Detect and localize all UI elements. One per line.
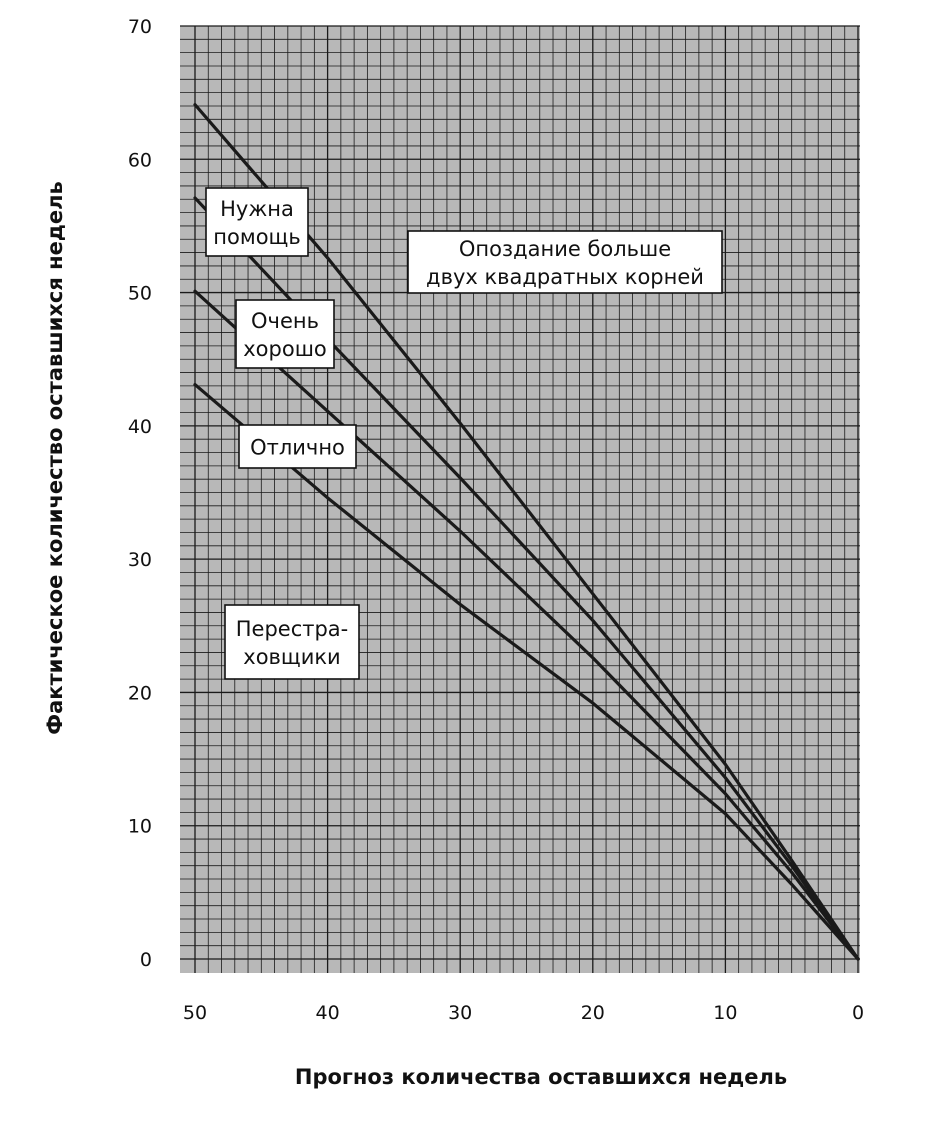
annotation-frame — [407, 230, 723, 294]
annotation-text: Нужна — [220, 197, 294, 221]
series-line — [193, 103, 860, 961]
annotation-text: Опоздание больше — [459, 237, 671, 261]
series-line — [193, 382, 860, 961]
annotation-text: Отлично — [250, 436, 345, 460]
annotation-box: Перестра-ховщики — [224, 604, 360, 680]
y-tick-label: 40 — [128, 416, 152, 438]
y-tick-label: 50 — [128, 283, 152, 305]
annotation-text: помощь — [213, 225, 300, 249]
annotation-text: Очень — [251, 309, 319, 333]
annotation-frame — [238, 424, 357, 469]
x-tick-label: 30 — [448, 1002, 472, 1024]
y-tick-label: 70 — [128, 16, 152, 38]
annotation-frame — [224, 604, 360, 680]
y-tick-label: 30 — [128, 549, 152, 571]
y-tick-label: 60 — [128, 149, 152, 171]
annotation-text: хорошо — [243, 337, 327, 361]
annotations: Нужна помощь Опоздание больше двух квадратн… — [205, 187, 723, 680]
annotation-text: двух квадратных корней — [426, 265, 704, 289]
x-tick-label: 50 — [183, 1002, 207, 1024]
annotation-box: Очень хорошо — [235, 299, 335, 369]
annotation-box: Нужна помощь — [205, 187, 309, 257]
x-axis-title: Прогноз количества оставшихся недель — [295, 1065, 787, 1089]
series-line — [193, 289, 860, 961]
y-tick-label: 10 — [128, 816, 152, 838]
y-axis-title: Фактическое количество оставшихся недель — [43, 181, 67, 735]
series-lines — [193, 103, 860, 961]
x-tick-label: 40 — [316, 1002, 340, 1024]
annotation-text: Перестра- — [236, 617, 349, 641]
annotation-text: ховщики — [243, 645, 340, 669]
annotation-frame — [205, 187, 309, 257]
y-tick-label: 20 — [128, 682, 152, 704]
x-axis-ticks: 50 40 30 20 10 0 — [183, 1002, 864, 1024]
x-tick-label: 20 — [581, 1002, 605, 1024]
x-tick-label: 0 — [852, 1002, 864, 1024]
y-tick-label: 0 — [140, 949, 152, 971]
annotation-box: Опоздание больше двух квадратных корней — [407, 230, 723, 294]
x-tick-label: 10 — [713, 1002, 737, 1024]
annotation-frame — [235, 299, 335, 369]
annotation-box: Отлично — [238, 424, 357, 469]
y-axis-ticks: 0 10 20 30 40 50 60 70 — [128, 16, 152, 971]
